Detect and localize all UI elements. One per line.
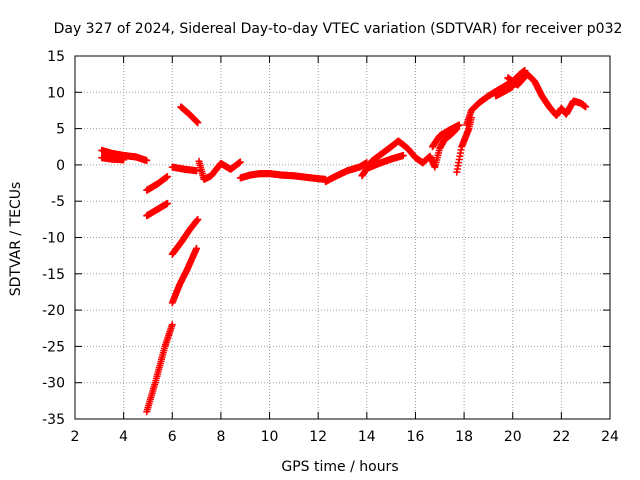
grid: [75, 56, 610, 419]
x-tick-label: 2: [71, 429, 80, 445]
data-point: [455, 121, 463, 129]
x-tick-label: 24: [601, 429, 619, 445]
y-tick-label: 15: [47, 49, 65, 65]
y-tick-label: -30: [42, 376, 65, 392]
y-tick-label: -35: [42, 412, 65, 428]
x-tick-label: 14: [358, 429, 376, 445]
x-tick-label: 10: [261, 429, 279, 445]
y-tick-label: -25: [42, 339, 65, 355]
data-point: [582, 103, 590, 111]
ticks: 2 4 6 8 10 12 14 16 18 20 22 24151050-5-10-15-20-25…: [42, 49, 619, 445]
data-points: [98, 67, 590, 416]
y-tick-label: -10: [42, 231, 65, 247]
x-axis-label: GPS time / hours: [281, 459, 398, 475]
chart-title: Day 327 of 2024, Sidereal Day-to-day VTE…: [54, 21, 623, 37]
data-point: [163, 199, 171, 207]
data-point: [120, 156, 128, 164]
data-point: [194, 119, 202, 127]
data-point: [509, 82, 517, 90]
y-tick-label: 10: [47, 85, 65, 101]
x-tick-label: 18: [455, 429, 473, 445]
data-point: [168, 321, 176, 329]
data-point: [236, 158, 244, 166]
data-point: [163, 173, 171, 181]
x-tick-label: 22: [552, 429, 570, 445]
y-tick-label: 5: [56, 122, 65, 138]
x-tick-label: 16: [407, 429, 425, 445]
y-tick-label: -20: [42, 303, 65, 319]
x-tick-label: 6: [168, 429, 177, 445]
data-point: [194, 215, 202, 223]
y-axis-label: SDTVAR / TECUs: [8, 182, 24, 297]
x-tick-label: 8: [216, 429, 225, 445]
x-tick-label: 20: [504, 429, 522, 445]
data-point: [193, 244, 201, 252]
data-point: [143, 157, 151, 165]
y-tick-label: -15: [42, 267, 65, 283]
x-tick-label: 12: [309, 429, 327, 445]
data-point: [399, 151, 407, 159]
x-tick-label: 4: [119, 429, 128, 445]
y-tick-label: -5: [51, 194, 65, 210]
y-tick-label: 0: [56, 158, 65, 174]
